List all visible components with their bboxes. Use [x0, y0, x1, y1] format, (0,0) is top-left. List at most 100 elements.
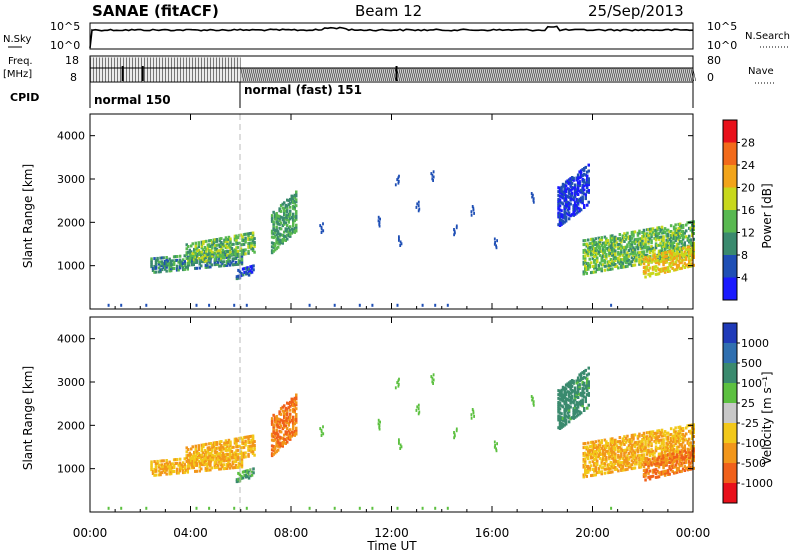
echo-cell	[557, 414, 560, 418]
echo-cell	[175, 469, 179, 473]
echo-cell	[569, 196, 572, 200]
echo-cell	[603, 245, 607, 249]
freq-hatch-b	[266, 67, 270, 82]
echo-cell	[172, 470, 176, 473]
echo-cell	[200, 463, 203, 467]
echo-cell	[624, 233, 628, 237]
echo-cell	[214, 447, 217, 451]
echo-cell	[150, 464, 153, 468]
echo-cell	[564, 202, 568, 205]
echo-cell	[557, 213, 560, 217]
echo-cell	[214, 240, 217, 244]
echo-cell	[665, 457, 668, 461]
echo-cell	[159, 473, 162, 477]
echo-cell	[636, 237, 640, 241]
echo-cell	[283, 213, 286, 216]
echo-cell	[573, 411, 577, 415]
echo-cell	[561, 190, 565, 194]
echo-cell	[233, 441, 237, 445]
echo-cell	[594, 469, 597, 473]
echo-cell	[599, 267, 602, 271]
echo-cell	[235, 240, 238, 244]
echo-cell	[597, 453, 600, 457]
echo-cell	[203, 452, 207, 456]
echo-cell	[569, 384, 572, 387]
echo-cell	[581, 392, 584, 396]
echo-cell	[295, 204, 298, 208]
y-tick-label: 1000	[57, 463, 85, 476]
echo-cell	[582, 260, 585, 264]
echo-cell	[250, 440, 253, 444]
echo-cell	[560, 209, 563, 213]
echo-cell	[642, 461, 646, 465]
echo-cell	[688, 460, 691, 464]
echo-cell	[665, 250, 668, 254]
echo-cell	[245, 303, 248, 307]
freq-hatch-b	[604, 67, 608, 82]
echo-cell	[581, 195, 584, 199]
echo-cell	[211, 250, 214, 254]
echo-cell	[653, 462, 656, 466]
echo-cell	[378, 427, 381, 431]
echo-cell	[159, 264, 162, 268]
echo-cell	[532, 403, 535, 407]
echo-cell	[222, 260, 226, 264]
echo-cell	[575, 199, 578, 203]
echo-cell	[561, 202, 565, 206]
echo-cell	[672, 428, 676, 432]
echo-cell	[200, 240, 203, 244]
echo-cell	[320, 434, 323, 437]
echo-cell	[183, 457, 186, 461]
echo-cell	[229, 450, 232, 454]
echo-cell	[278, 443, 281, 447]
echo-cell	[247, 234, 250, 238]
freq-hatch-b	[268, 67, 272, 82]
echo-cell	[289, 400, 292, 404]
echo-cell	[218, 243, 222, 247]
echo-cell	[578, 410, 581, 414]
echo-cell	[160, 471, 164, 475]
echo-cell	[240, 459, 244, 463]
echo-cell	[680, 442, 683, 446]
echo-cell	[281, 409, 284, 413]
echo-cell	[636, 239, 640, 243]
echo-cell	[289, 412, 292, 416]
echo-cell	[605, 450, 608, 453]
echo-cell	[674, 430, 677, 434]
echo-cell	[677, 437, 680, 441]
echo-cell	[582, 475, 585, 479]
echo-cell	[641, 459, 644, 463]
echo-cell	[636, 243, 640, 247]
echo-cell	[226, 253, 229, 257]
echo-cell	[560, 390, 563, 394]
echo-cell	[287, 402, 290, 406]
echo-cell	[680, 450, 683, 454]
echo-cell	[278, 437, 281, 441]
echo-cell	[224, 246, 228, 250]
echo-cell	[493, 445, 496, 449]
echo-cell	[162, 469, 165, 472]
echo-cell	[594, 266, 597, 270]
echo-cell	[203, 259, 207, 263]
echo-cell	[678, 247, 682, 251]
echo-cell	[187, 245, 190, 248]
echo-cell	[239, 243, 243, 247]
echo-cell	[669, 265, 673, 269]
echo-cell	[671, 444, 674, 448]
echo-cell	[597, 443, 600, 447]
echo-cell	[647, 462, 650, 466]
echo-cell	[672, 256, 676, 260]
echo-cell	[377, 215, 380, 219]
echo-cell	[681, 432, 685, 436]
echo-cell	[629, 262, 632, 266]
echo-cell	[627, 249, 631, 252]
echo-cell	[434, 506, 437, 510]
echo-cell	[561, 214, 565, 217]
echo-cell	[633, 443, 637, 447]
echo-cell	[659, 267, 662, 271]
echo-cell	[611, 249, 614, 253]
echo-cell	[638, 459, 641, 463]
echo-cell	[579, 399, 583, 403]
echo-cell	[618, 465, 622, 469]
echo-cell	[671, 259, 674, 263]
